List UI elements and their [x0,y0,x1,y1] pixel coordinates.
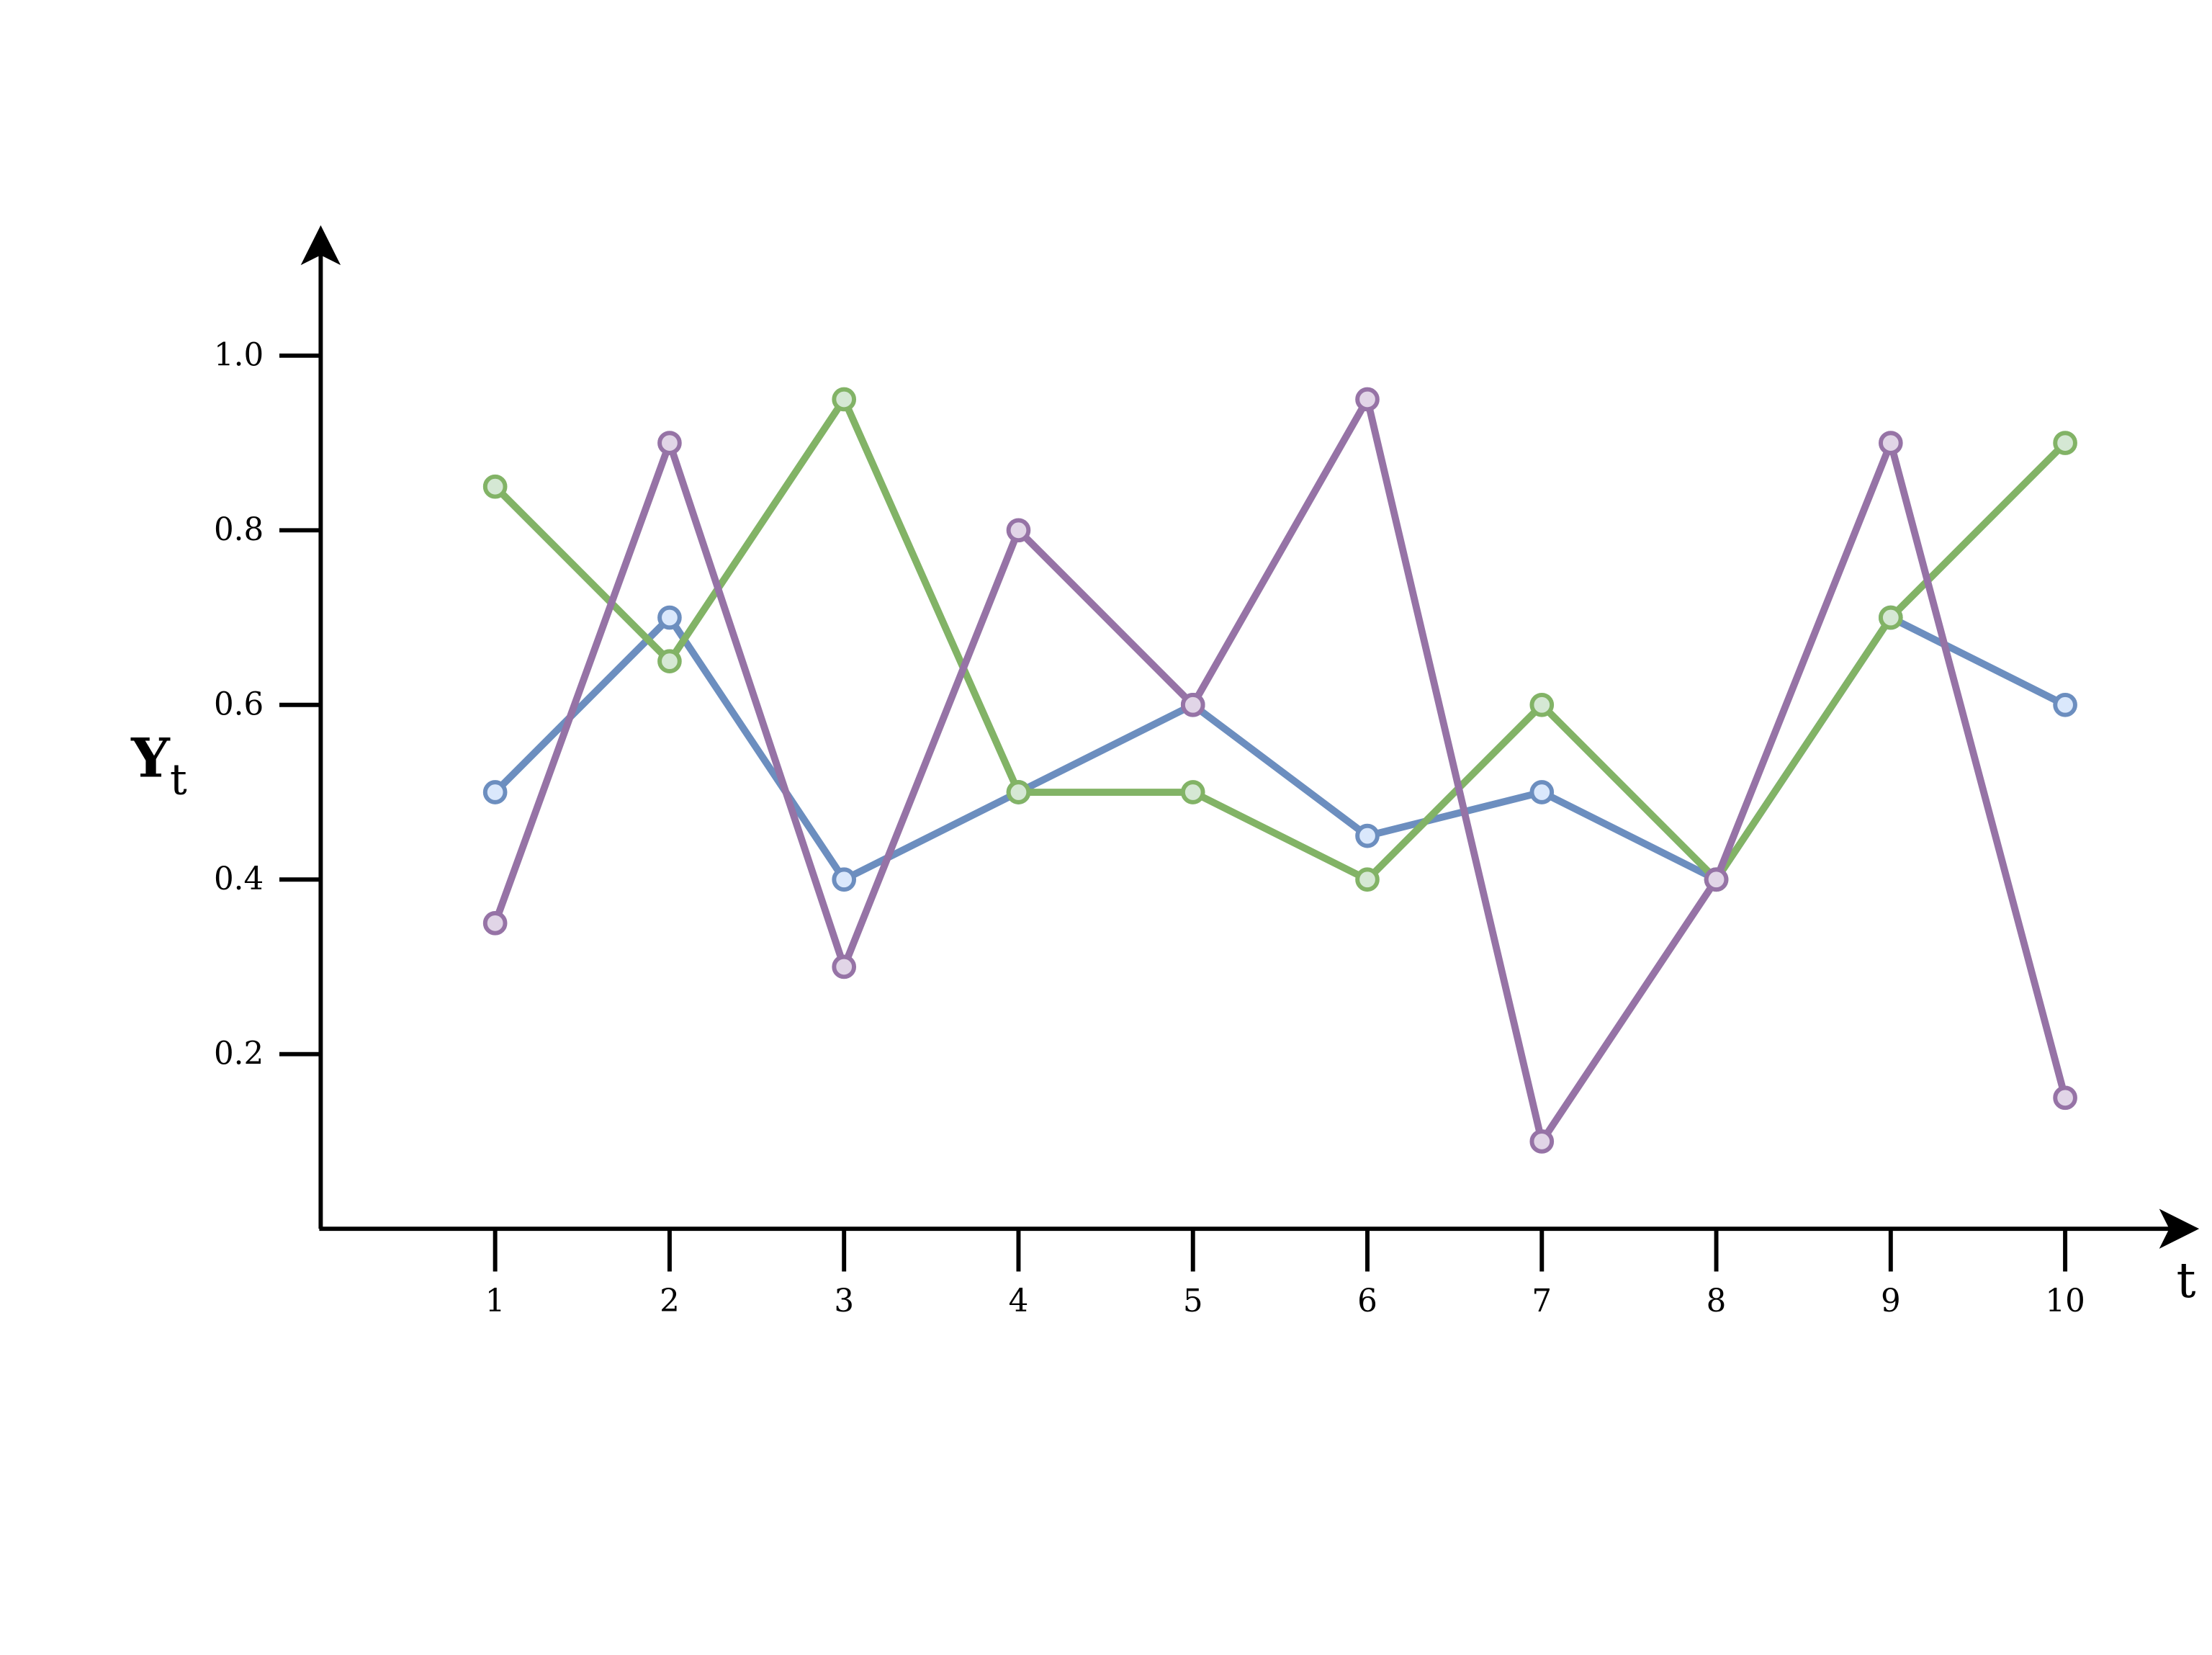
data-point [1878,431,1903,455]
y-tick-label: 0.2 [214,1036,264,1072]
data-point [2053,1085,2077,1111]
data-point [1006,518,1031,543]
x-tick-label: 8 [1707,1283,1727,1319]
x-tick-label: 4 [1009,1283,1029,1319]
data-point [1180,780,1205,804]
data-point [1355,387,1380,412]
data-point [1529,780,1555,804]
data-point [1878,605,1903,630]
series-line [492,395,2069,1145]
y-tick-label: 0.4 [214,861,264,897]
x-axis-label: t [2176,1252,2195,1309]
x-tick-label: 6 [1357,1283,1377,1319]
data-point [482,474,508,499]
series-3 [482,387,2077,1154]
data-point [657,605,682,630]
data-point [1180,692,1205,717]
data-point [482,780,508,804]
data-point [1355,823,1380,848]
data-point [2053,692,2077,717]
x-tick-label: 10 [2045,1283,2085,1319]
x-tick-label: 9 [1881,1283,1901,1319]
x-axis-arrow [2159,1208,2200,1249]
y-tick-label: 0.8 [214,512,264,548]
data-point [657,649,682,673]
data-point [832,867,857,892]
data-point [1529,1129,1555,1154]
x-tick-label: 1 [485,1283,505,1319]
y-tick-label: 0.6 [214,687,264,723]
data-point [657,431,682,455]
data-point [832,954,857,979]
series-line [493,395,2068,884]
x-tick-label: 2 [660,1283,680,1319]
y-axis-label: Yt [130,726,187,805]
data-point [482,911,508,936]
data-point [1355,867,1380,892]
data-point [2053,431,2077,455]
data-point [832,387,857,412]
data-point [1704,867,1729,892]
x-tick-label: 5 [1183,1283,1203,1319]
series-1 [482,605,2077,892]
axes [300,225,2200,1249]
data-point [1006,780,1031,804]
series-line [493,614,2067,884]
x-tick-label: 3 [834,1283,854,1319]
series-2 [482,387,2077,892]
data-point [1529,692,1555,717]
x-tick-label: 7 [1532,1283,1552,1319]
y-tick-label: 1.0 [214,338,264,374]
y-axis-arrow [300,225,341,266]
